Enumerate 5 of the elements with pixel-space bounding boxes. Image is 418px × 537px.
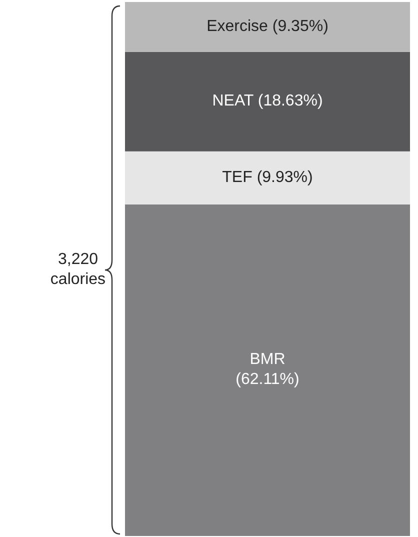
data-label: Exercise (9.35%)	[206, 18, 328, 36]
data-label: NEAT (18.63%)	[212, 92, 323, 110]
data-label: BMR (62.11%)	[236, 351, 300, 388]
data-label: TEF (9.93%)	[222, 169, 313, 186]
text: 3,220 calories	[50, 251, 106, 288]
